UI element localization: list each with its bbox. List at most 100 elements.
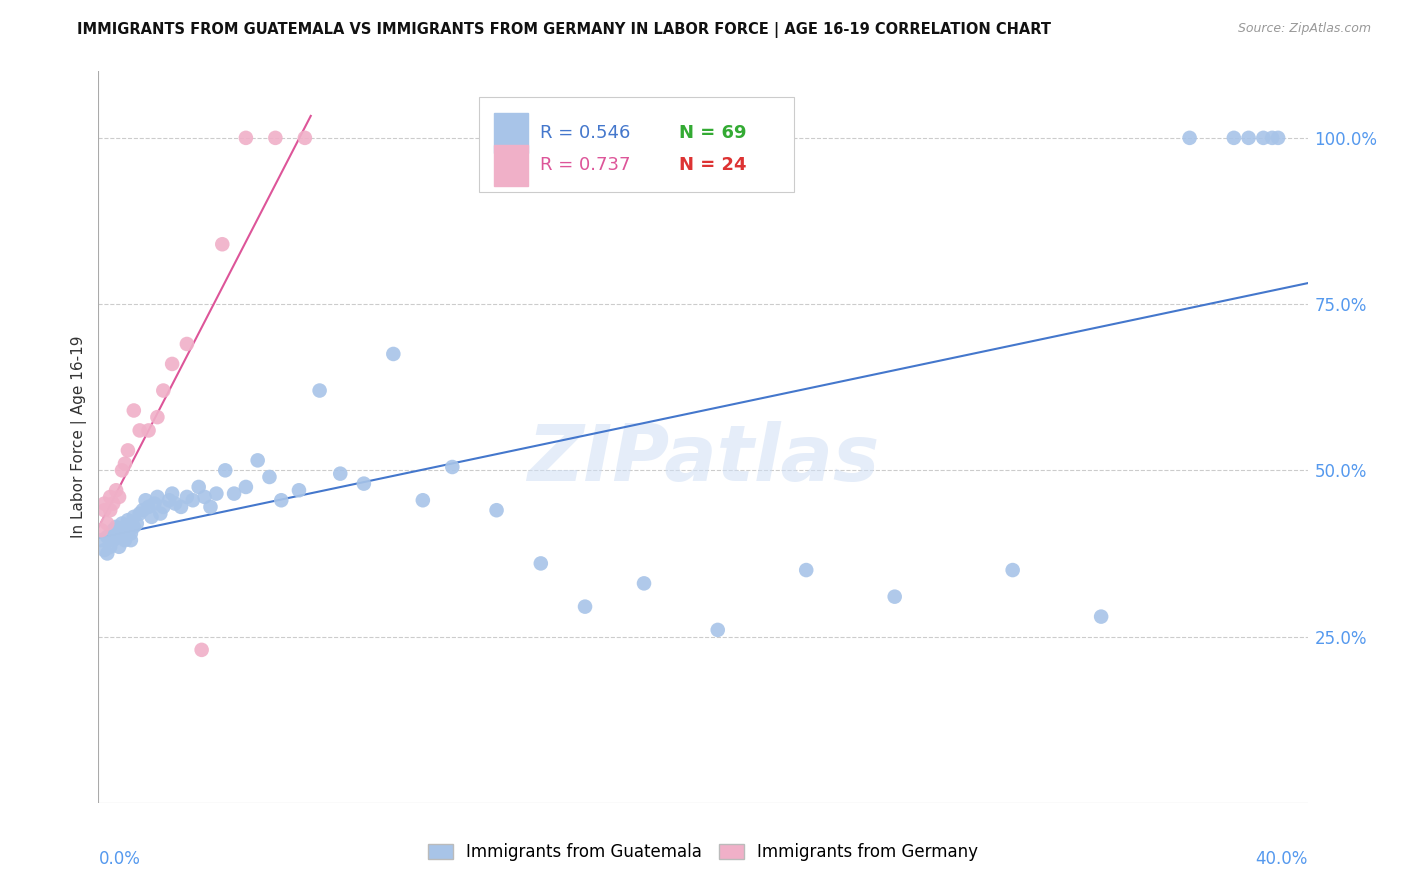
Point [120, 526, 142, 541]
Point [111, 463, 134, 477]
Point [105, 526, 128, 541]
Point [633, 576, 655, 591]
Point [146, 490, 169, 504]
Y-axis label: In Labor Force | Age 16-19: In Labor Force | Age 16-19 [72, 335, 87, 539]
Point [259, 470, 281, 484]
Point [114, 520, 136, 534]
Point [1223, 131, 1246, 145]
Point [122, 403, 145, 417]
Point [105, 520, 128, 534]
Point [157, 493, 180, 508]
Point [98, 540, 121, 554]
Point [108, 530, 131, 544]
Point [149, 507, 172, 521]
Point [125, 516, 148, 531]
Point [117, 443, 139, 458]
Point [105, 483, 128, 498]
Point [181, 493, 204, 508]
Point [1267, 131, 1289, 145]
Point [1237, 131, 1260, 145]
Point [108, 490, 131, 504]
Point [96, 546, 118, 560]
Point [146, 410, 169, 425]
Point [200, 500, 222, 514]
Text: 0.0%: 0.0% [98, 850, 141, 868]
Bar [494, 113, 527, 153]
Point [288, 483, 311, 498]
Text: IMMIGRANTS FROM GUATEMALA VS IMMIGRANTS FROM GERMANY IN LABOR FORCE | AGE 16-19 : IMMIGRANTS FROM GUATEMALA VS IMMIGRANTS … [77, 22, 1052, 38]
Point [96, 516, 118, 531]
Point [1001, 563, 1024, 577]
Point [308, 384, 330, 398]
Point [235, 480, 257, 494]
Point [143, 497, 166, 511]
Point [90, 523, 112, 537]
Point [574, 599, 596, 614]
Point [1178, 131, 1201, 145]
Point [165, 497, 187, 511]
Point [93, 503, 115, 517]
Point [138, 424, 160, 438]
Point [117, 513, 139, 527]
Point [96, 530, 118, 544]
Text: R = 0.546: R = 0.546 [540, 124, 630, 142]
Bar [494, 145, 527, 186]
Point [412, 493, 434, 508]
Point [120, 533, 142, 548]
Point [128, 424, 150, 438]
Point [382, 347, 405, 361]
Point [883, 590, 905, 604]
Point [101, 523, 124, 537]
Point [108, 540, 131, 554]
Text: ZIPatlas: ZIPatlas [527, 421, 879, 497]
Point [152, 384, 174, 398]
Point [98, 503, 121, 517]
Point [160, 357, 183, 371]
Text: N = 24: N = 24 [679, 156, 747, 175]
Point [176, 490, 198, 504]
Point [111, 526, 134, 541]
Point [111, 516, 134, 531]
Point [190, 643, 212, 657]
Point [128, 507, 150, 521]
FancyBboxPatch shape [479, 97, 793, 192]
Point [246, 453, 269, 467]
Point [222, 486, 245, 500]
Text: Source: ZipAtlas.com: Source: ZipAtlas.com [1237, 22, 1371, 36]
Point [441, 460, 464, 475]
Point [194, 490, 217, 504]
Text: R = 0.737: R = 0.737 [540, 156, 630, 175]
Point [214, 463, 236, 477]
Point [114, 533, 136, 548]
Point [141, 509, 163, 524]
Point [270, 493, 292, 508]
Point [485, 503, 508, 517]
Text: N = 69: N = 69 [679, 124, 747, 142]
Point [122, 509, 145, 524]
Point [122, 520, 145, 534]
Point [114, 457, 136, 471]
Point [131, 503, 153, 517]
Legend: Immigrants from Guatemala, Immigrants from Germany: Immigrants from Guatemala, Immigrants fr… [422, 837, 984, 868]
Point [706, 623, 728, 637]
Point [235, 131, 257, 145]
Point [170, 500, 193, 514]
Point [1090, 609, 1112, 624]
Point [138, 500, 160, 514]
Point [152, 500, 174, 514]
Point [93, 543, 115, 558]
Point [160, 486, 183, 500]
Point [117, 523, 139, 537]
Point [530, 557, 553, 571]
Point [101, 533, 124, 548]
Point [353, 476, 375, 491]
Point [794, 563, 817, 577]
Point [101, 497, 124, 511]
Point [98, 490, 121, 504]
Point [211, 237, 233, 252]
Point [1253, 131, 1275, 145]
Point [187, 480, 209, 494]
Point [176, 337, 198, 351]
Point [264, 131, 287, 145]
Point [1261, 131, 1284, 145]
